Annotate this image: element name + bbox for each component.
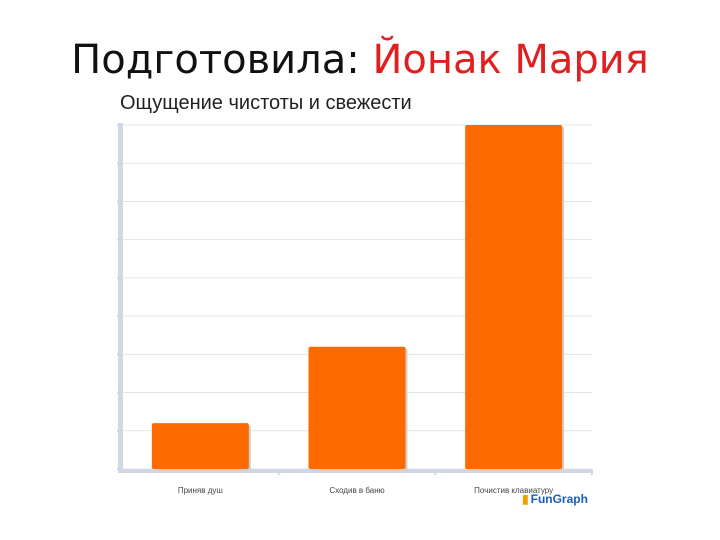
x-tick-label: Приняв душ	[178, 486, 223, 495]
x-tick-label: Сходив в баню	[329, 486, 384, 495]
bar	[465, 125, 563, 469]
fungraph-logo: ▮ FunGraph	[522, 492, 588, 506]
bar	[151, 423, 249, 469]
slide-title-author: Йонак Мария	[372, 37, 649, 83]
y-axis	[118, 123, 123, 471]
bar	[308, 346, 406, 469]
slide-title: Подготовила: Йонак Мария	[0, 30, 720, 90]
chart-title: Ощущение чистоты и свежести	[120, 92, 412, 114]
slide-title-prefix: Подготовила:	[71, 37, 373, 83]
x-tick-label: Почистив клавиатуру	[474, 486, 553, 495]
bar-chart-icon: ▮	[522, 492, 529, 506]
fungraph-logo-text: FunGraph	[530, 492, 588, 506]
